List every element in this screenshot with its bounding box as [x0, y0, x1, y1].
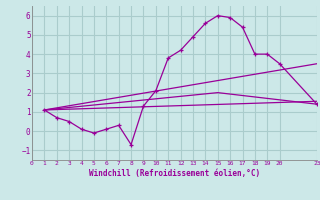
X-axis label: Windchill (Refroidissement éolien,°C): Windchill (Refroidissement éolien,°C): [89, 169, 260, 178]
